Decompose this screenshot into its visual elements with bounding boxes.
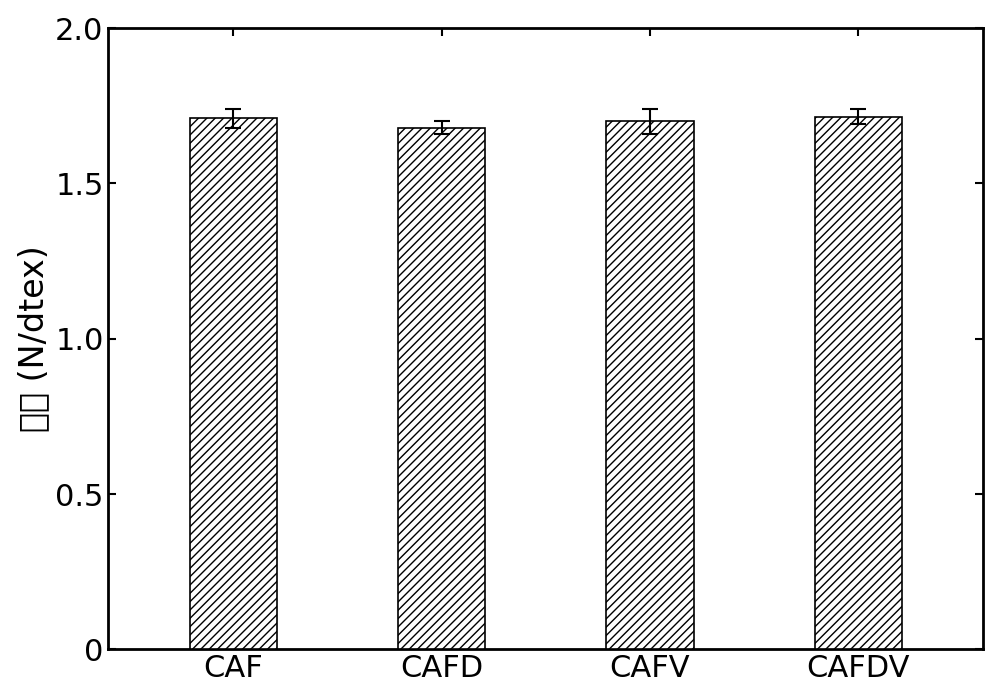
Y-axis label: 强度 (N/dtex): 强度 (N/dtex): [17, 246, 50, 432]
Bar: [606, 121, 694, 650]
Bar: [815, 117, 902, 650]
Bar: [398, 127, 485, 650]
Bar: [190, 118, 277, 650]
